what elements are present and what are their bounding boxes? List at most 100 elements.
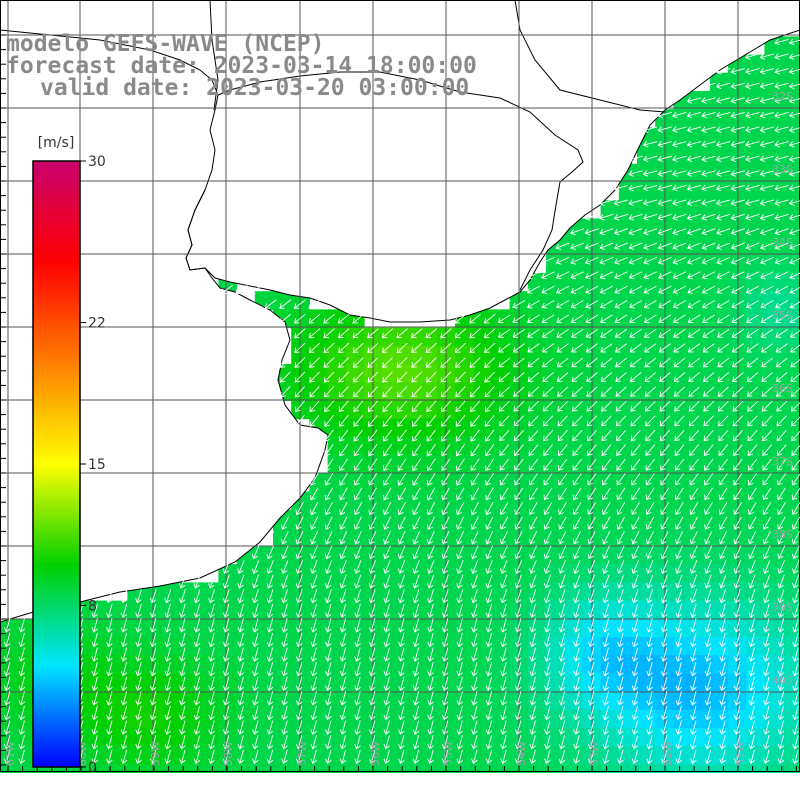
wind-direction-arrow-icon (294, 328, 306, 339)
wind-direction-arrow-icon (500, 647, 507, 662)
wind-direction-arrow-icon (788, 184, 800, 192)
wind-direction-arrow-icon (715, 170, 731, 177)
wind-direction-arrow-icon (731, 328, 745, 338)
wind-direction-arrow-icon (759, 82, 775, 90)
wind-direction-arrow-icon (730, 213, 745, 221)
wind-direction-arrow-icon (628, 170, 643, 177)
speed-cell (728, 418, 747, 438)
wind-direction-arrow-icon (600, 343, 613, 353)
wind-direction-arrow-icon (499, 531, 508, 545)
wind-direction-arrow-icon (368, 516, 377, 530)
border-line (217, 71, 584, 291)
speed-cell (345, 364, 365, 383)
speed-cell (418, 418, 438, 438)
wind-direction-arrow-icon (543, 560, 552, 574)
wind-direction-arrow-icon (704, 749, 712, 765)
wind-direction-arrow-icon (338, 371, 349, 383)
wind-direction-arrow-icon (308, 328, 321, 339)
wind-direction-arrow-icon (222, 618, 230, 633)
wind-direction-arrow-icon (397, 574, 405, 589)
wind-direction-arrow-icon (658, 314, 672, 324)
speed-cell (746, 91, 765, 110)
wind-direction-arrow-icon (788, 126, 800, 133)
speed-cell (327, 327, 347, 347)
wind-direction-arrow-icon (541, 328, 555, 338)
speed-cell (673, 600, 693, 620)
wind-direction-arrow-icon (135, 691, 142, 706)
speed-cell (564, 491, 583, 511)
speed-cell (382, 600, 401, 620)
wind-direction-arrow-icon (616, 545, 625, 560)
wind-direction-arrow-icon (686, 242, 701, 250)
wind-direction-arrow-icon (777, 589, 785, 604)
wind-direction-arrow-icon (412, 676, 420, 692)
wind-direction-arrow-icon (440, 371, 452, 383)
wind-direction-arrow-icon (266, 720, 274, 735)
speed-cell (746, 382, 765, 401)
speed-cell (91, 600, 110, 620)
speed-cell (473, 564, 492, 583)
wind-direction-arrow-icon (617, 705, 624, 721)
wind-direction-arrow-icon (106, 720, 113, 735)
wind-direction-arrow-icon (237, 705, 244, 721)
wind-direction-arrow-icon (587, 662, 595, 677)
speed-cell (728, 436, 747, 456)
wind-direction-arrow-icon (704, 545, 713, 560)
speed-cell (200, 600, 219, 620)
wind-direction-arrow-icon (762, 545, 771, 560)
wind-direction-arrow-icon (788, 170, 800, 177)
speed-cell (382, 637, 401, 656)
wind-direction-arrow-icon (777, 560, 785, 574)
wind-direction-arrow-icon (730, 97, 745, 104)
wind-direction-arrow-icon (500, 632, 507, 648)
wind-direction-arrow-icon (339, 676, 347, 692)
speed-cell (546, 364, 565, 383)
speed-cell (564, 236, 583, 256)
wind-direction-arrow-icon (718, 516, 728, 530)
wind-direction-arrow-icon (557, 429, 568, 442)
speed-cell (728, 364, 747, 383)
wind-direction-arrow-icon (310, 632, 317, 648)
wind-direction-arrow-icon (135, 720, 142, 735)
wind-direction-arrow-icon (426, 415, 437, 427)
wind-direction-arrow-icon (673, 328, 686, 338)
wind-direction-arrow-icon (325, 735, 332, 750)
wind-direction-arrow-icon (730, 68, 745, 75)
wind-direction-arrow-icon (412, 574, 420, 589)
wind-direction-arrow-icon (628, 155, 643, 163)
wind-direction-arrow-icon (368, 705, 376, 721)
wind-direction-arrow-icon (91, 618, 98, 633)
wind-direction-arrow-icon (613, 199, 629, 206)
wind-direction-arrow-icon (733, 487, 743, 501)
wind-direction-arrow-icon (412, 516, 421, 530)
wind-direction-arrow-icon (220, 284, 233, 295)
wind-direction-arrow-icon (456, 705, 463, 721)
speed-cell (728, 564, 747, 583)
wind-direction-arrow-icon (469, 371, 481, 383)
wind-direction-arrow-icon (704, 603, 712, 619)
wind-direction-arrow-icon (295, 415, 305, 427)
wind-direction-arrow-icon (660, 705, 668, 721)
wind-direction-arrow-icon (485, 720, 493, 735)
wind-direction-arrow-icon (222, 691, 230, 706)
wind-direction-arrow-icon (470, 560, 479, 575)
wind-direction-arrow-icon (602, 647, 609, 662)
wind-direction-arrow-icon (702, 372, 715, 383)
wind-direction-arrow-icon (512, 328, 526, 338)
wind-direction-arrow-icon (441, 516, 450, 530)
wind-direction-arrow-icon (514, 632, 522, 648)
wind-direction-arrow-icon (310, 662, 317, 677)
speed-cell (455, 691, 474, 711)
wind-direction-arrow-icon (600, 372, 613, 383)
wind-direction-arrow-icon (602, 589, 610, 604)
wind-direction-arrow-icon (644, 386, 656, 397)
speed-cell (309, 691, 329, 711)
speed-cell (709, 72, 729, 92)
colorbar-tick-label: 8 (88, 598, 97, 614)
wind-direction-arrow-icon (470, 444, 480, 457)
wind-direction-arrow-icon (733, 749, 741, 765)
wind-direction-arrow-icon (558, 473, 568, 486)
wind-direction-arrow-icon (149, 691, 157, 706)
wind-direction-arrow-icon (719, 676, 726, 692)
speed-cell (218, 618, 238, 638)
